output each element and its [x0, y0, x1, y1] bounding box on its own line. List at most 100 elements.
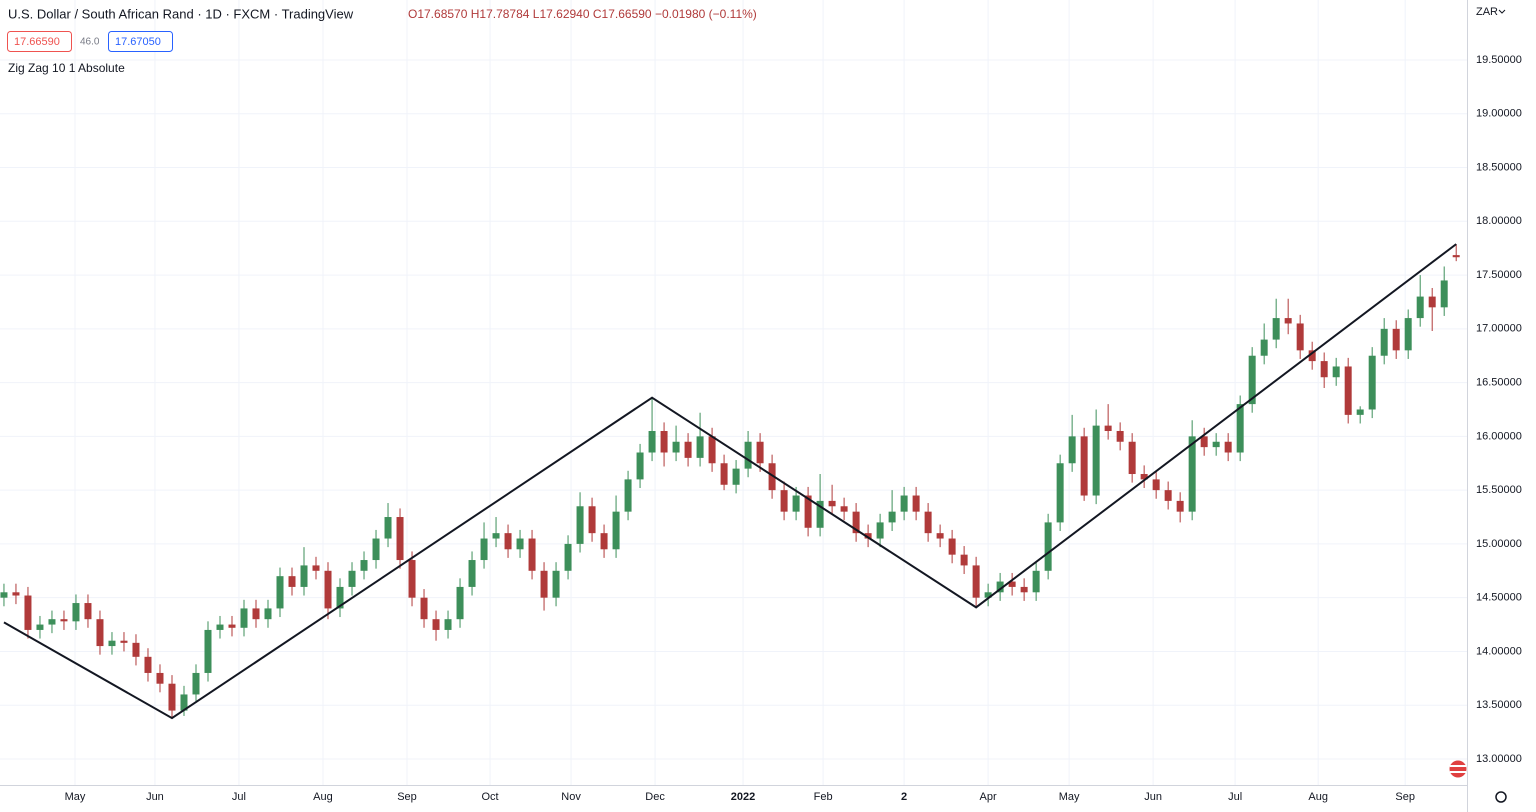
candle-body — [216, 625, 223, 630]
currency-caret — [1499, 10, 1505, 13]
candle-body — [1441, 280, 1448, 307]
candle-body — [265, 608, 272, 619]
x-tick-label: Jul — [1228, 791, 1242, 803]
candle-body — [1093, 426, 1100, 496]
close: C17.66590 — [593, 7, 652, 21]
candle-body — [433, 619, 440, 630]
flag-icon[interactable] — [1449, 760, 1467, 778]
candle-body — [1105, 426, 1112, 431]
candle-body — [541, 571, 548, 598]
x-tick-label: Jul — [232, 791, 246, 803]
candle-body — [973, 565, 980, 597]
candle-body — [1417, 297, 1424, 319]
candle-body — [1297, 323, 1304, 350]
candle-body — [685, 442, 692, 458]
candle-body — [1033, 571, 1040, 593]
x-tick-label: Sep — [397, 791, 417, 803]
y-tick-label: 19.50000 — [1476, 54, 1522, 66]
candle-body — [937, 533, 944, 538]
candle-body — [1153, 479, 1160, 490]
candle-body — [589, 506, 596, 533]
y-tick-label: 15.50000 — [1476, 484, 1522, 496]
candle-body — [1069, 436, 1076, 463]
candle-body — [144, 657, 151, 673]
candle-body — [132, 643, 139, 657]
candle-body — [1369, 356, 1376, 410]
candle-body — [1261, 340, 1268, 356]
candle-body — [0, 592, 7, 597]
candle-body — [793, 496, 800, 512]
candle-body — [1165, 490, 1172, 501]
candle-body — [373, 539, 380, 561]
candle-body — [277, 576, 284, 608]
candle-body — [733, 469, 740, 485]
candle-body — [1057, 463, 1064, 522]
candle-body — [913, 496, 920, 512]
candle-body — [721, 463, 728, 485]
candle-body — [289, 576, 296, 587]
candle-body — [301, 565, 308, 587]
candle-body — [877, 522, 884, 538]
candle-body — [325, 571, 332, 609]
candle-body — [1345, 366, 1352, 414]
candle-body — [72, 603, 79, 621]
candle-body — [601, 533, 608, 549]
candle-body — [1381, 329, 1388, 356]
candle-body — [1081, 436, 1088, 495]
candle-body — [421, 598, 428, 620]
candle-body — [1129, 442, 1136, 474]
candle-body — [1405, 318, 1412, 350]
y-tick-label: 13.50000 — [1476, 699, 1522, 711]
candle-body — [1045, 522, 1052, 570]
candle-body — [168, 684, 175, 711]
candle-body — [469, 560, 476, 587]
candle-body — [253, 608, 260, 619]
x-tick-label: Aug — [313, 791, 333, 803]
candle-body — [204, 630, 211, 673]
candle-body — [1225, 442, 1232, 453]
candle-body — [505, 533, 512, 549]
x-tick-label: Nov — [561, 791, 581, 803]
candle-body — [36, 625, 43, 630]
y-tick-label: 13.00000 — [1476, 753, 1522, 765]
candle-body — [697, 436, 704, 458]
candle-body — [925, 512, 932, 534]
candle-body — [745, 442, 752, 469]
candle-body — [1117, 431, 1124, 442]
candle-body — [409, 560, 416, 598]
candle-body — [757, 442, 764, 464]
candle-body — [120, 641, 127, 643]
settings-icon[interactable] — [1496, 792, 1506, 802]
y-tick-label: 14.00000 — [1476, 645, 1522, 657]
candle-body — [1189, 436, 1196, 511]
chart-title: U.S. Dollar / South African Rand · 1D · … — [8, 6, 354, 21]
candle-body — [12, 592, 19, 595]
ohlc: O17.68570 H17.78784 L17.62940 C17.66590 … — [408, 7, 757, 21]
candle-body — [637, 453, 644, 480]
change: −0.01980 (−0.11%) — [655, 7, 757, 21]
candle-body — [1021, 587, 1028, 592]
y-tick-label: 16.50000 — [1476, 377, 1522, 389]
candle-body — [673, 442, 680, 453]
candle-body — [1333, 366, 1340, 377]
candle-body — [889, 512, 896, 523]
y-tick-label: 18.00000 — [1476, 215, 1522, 227]
x-tick-label: Aug — [1308, 791, 1328, 803]
candle-body — [24, 596, 31, 630]
y-tick-label: 16.00000 — [1476, 430, 1522, 442]
candle-body — [949, 539, 956, 555]
currency[interactable]: ZAR — [1476, 6, 1498, 18]
candle-body — [1201, 436, 1208, 447]
candle-body — [1273, 318, 1280, 340]
y-tick-label: 17.50000 — [1476, 269, 1522, 281]
candle-body — [1453, 255, 1460, 257]
candle-body — [156, 673, 163, 684]
candle-body — [1357, 409, 1364, 414]
x-tick-label: Apr — [980, 791, 997, 803]
x-tick-label: May — [1059, 791, 1080, 803]
y-tick-label: 15.00000 — [1476, 538, 1522, 550]
candle-body — [48, 619, 55, 624]
candle-body — [397, 517, 404, 560]
y-tick-label: 17.00000 — [1476, 323, 1522, 335]
axes-layer: 13.0000013.5000014.0000014.5000015.00000… — [65, 54, 1522, 803]
